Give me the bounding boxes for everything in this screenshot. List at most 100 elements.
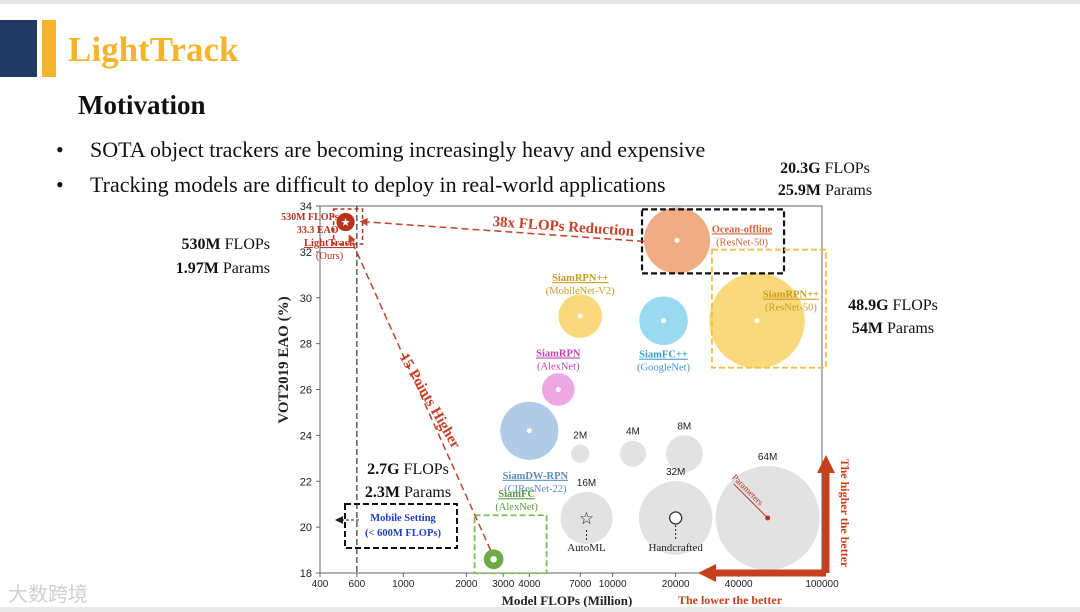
spec-callout-value: 54M: [852, 320, 883, 337]
tracker-backbone-label: (ResNet-50): [765, 303, 817, 314]
spec-callout: 1.97M Params: [176, 260, 270, 277]
x-tick-label: 100000: [805, 579, 839, 590]
tracker-backbone-label: (Ours): [316, 251, 344, 262]
bubble-siamrpn-5: [541, 373, 575, 406]
handcrafted-label: Handcrafted: [648, 542, 703, 554]
mobile-setting-box: [344, 503, 458, 549]
y-tick-label: 30: [300, 293, 312, 305]
lighttrack-highlight-box: [332, 208, 364, 245]
bubble-siamdw-rpn-6: [500, 401, 559, 460]
bubble-siamrpn--3: [558, 294, 602, 338]
x-tick-label: 10000: [599, 579, 627, 590]
spec-callout: 530M FLOPs: [182, 236, 270, 253]
y-tick-label: 18: [300, 568, 312, 580]
automl-star-icon: ☆: [579, 509, 594, 529]
lighttrack-flops-note: 530M FLOPs: [281, 212, 339, 223]
spec-callout-value: 20.3G: [780, 160, 821, 177]
spec-callout: 2.7G FLOPs: [367, 461, 449, 478]
size-legend-label: 32M: [666, 467, 685, 478]
tracker-center-dot: [754, 318, 760, 324]
tracker-name-label: LightTrack: [304, 238, 355, 249]
x-tick-label: 7000: [569, 579, 592, 590]
bullet-item: Tracking models are difficult to deploy …: [56, 167, 705, 202]
spec-callout-unit: Params: [821, 182, 872, 199]
bullet-item: SOTA object trackers are becoming increa…: [56, 132, 705, 167]
spec-callout-unit: FLOPs: [221, 236, 270, 253]
size-legend-label: 8M: [677, 421, 691, 432]
spec-callout: 25.9M Params: [778, 182, 872, 199]
higher-better-arrowhead-icon: [817, 455, 835, 473]
x-axis-label: Model FLOPs (Million): [502, 593, 633, 608]
spec-callout-unit: Params: [883, 320, 934, 337]
tracker-name-label: SiamFC++: [639, 350, 688, 361]
siamfc-highlight-box: [473, 514, 548, 575]
mobile-setting-label: Mobile Setting: [370, 513, 436, 524]
points-higher-label: 15 Points Higher: [396, 350, 464, 451]
size-legend-bubble: [571, 444, 590, 463]
spec-callout-unit: Params: [219, 260, 270, 277]
tracker-backbone-label: (ResNet-50): [716, 237, 768, 248]
tracker-name-label: SiamDW-RPN: [503, 471, 569, 482]
x-tick-label: 40000: [725, 579, 753, 590]
size-legend-bubble: [665, 435, 703, 473]
spec-callout-value: 2.3M: [365, 484, 400, 501]
size-legend-label: 64M: [758, 452, 777, 463]
y-tick-label: 34: [300, 201, 312, 213]
title-accent-navy: [0, 20, 37, 77]
x-tick-label: 400: [312, 579, 329, 590]
spec-callout: 54M Params: [852, 320, 934, 337]
flops-reduction-arrow: [359, 217, 645, 243]
tracker-name-label: SiamRPN++: [552, 273, 608, 284]
bottom-divider: [0, 607, 1080, 612]
tracker-backbone-label: (GoogleNet): [637, 363, 691, 374]
size-legend-label: 16M: [577, 478, 596, 489]
tracker-backbone-label: (AlexNet): [537, 362, 580, 373]
slide-title: LightTrack: [68, 30, 239, 69]
tracker-backbone-label: (MobileNet-V2): [546, 286, 615, 297]
lighttrack-bubble: [336, 212, 355, 232]
y-tick-label: 24: [300, 430, 312, 442]
y-tick-label: 32: [300, 247, 312, 259]
tracker-center-dot: [490, 556, 497, 563]
tracker-center-dot: [577, 313, 583, 319]
spec-callout-value: 48.9G: [848, 297, 889, 314]
spec-callout-value: 530M: [182, 236, 221, 253]
watermark-logo: 大数跨境: [8, 582, 88, 606]
tracker-center-dot: [526, 428, 532, 434]
lower-better-arrowhead-icon: [698, 564, 716, 582]
title-accent-gold: [42, 20, 56, 77]
parameters-radius-line: [733, 483, 768, 519]
tracker-center-dot: [661, 318, 667, 324]
lower-better-label: The lower the better: [678, 593, 783, 607]
x-tick-label: 20000: [662, 579, 690, 590]
higher-better-label: The higher the better: [838, 459, 852, 568]
bubble-siamrpn--2: [709, 272, 805, 369]
lighttrack-eao-note: 33.3 EAO: [297, 225, 339, 236]
bullet-list: SOTA object trackers are becoming increa…: [56, 132, 705, 202]
spec-callout-value: 1.97M: [176, 260, 219, 277]
x-tick-label: 600: [349, 579, 366, 590]
spec-callout-unit: FLOPs: [889, 297, 938, 314]
y-tick-label: 22: [300, 476, 312, 488]
y-tick-label: 26: [300, 385, 312, 397]
top-divider: [0, 0, 1080, 4]
tracker-name-label: SiamFC: [498, 489, 535, 500]
bubble-siamfc-7: [483, 549, 504, 570]
handcrafted-circle-icon: [669, 511, 683, 525]
tracker-name-label: SiamRPN++: [763, 290, 819, 301]
spec-callout-unit: FLOPs: [400, 461, 449, 478]
size-legend-label: 2M: [573, 431, 587, 442]
spec-callout-unit: FLOPs: [821, 160, 870, 177]
lighttrack-star-icon: ★: [341, 216, 351, 229]
bubble-ocean-offline-1: [643, 207, 711, 274]
spec-callout: 48.9G FLOPs: [848, 297, 938, 314]
tracker-backbone-label: (AlexNet): [495, 502, 538, 513]
spec-callout: 20.3G FLOPs: [780, 160, 870, 177]
tracker-backbone-label: (CIResNet-22): [504, 484, 567, 495]
tracker-center-dot: [555, 387, 561, 392]
x-tick-label: 4000: [518, 579, 541, 590]
spec-callout-value: 2.7G: [367, 461, 400, 478]
mobile-setting-range-label: (< 600M FLOPs): [365, 528, 441, 539]
points-higher-arrow: [348, 234, 492, 551]
